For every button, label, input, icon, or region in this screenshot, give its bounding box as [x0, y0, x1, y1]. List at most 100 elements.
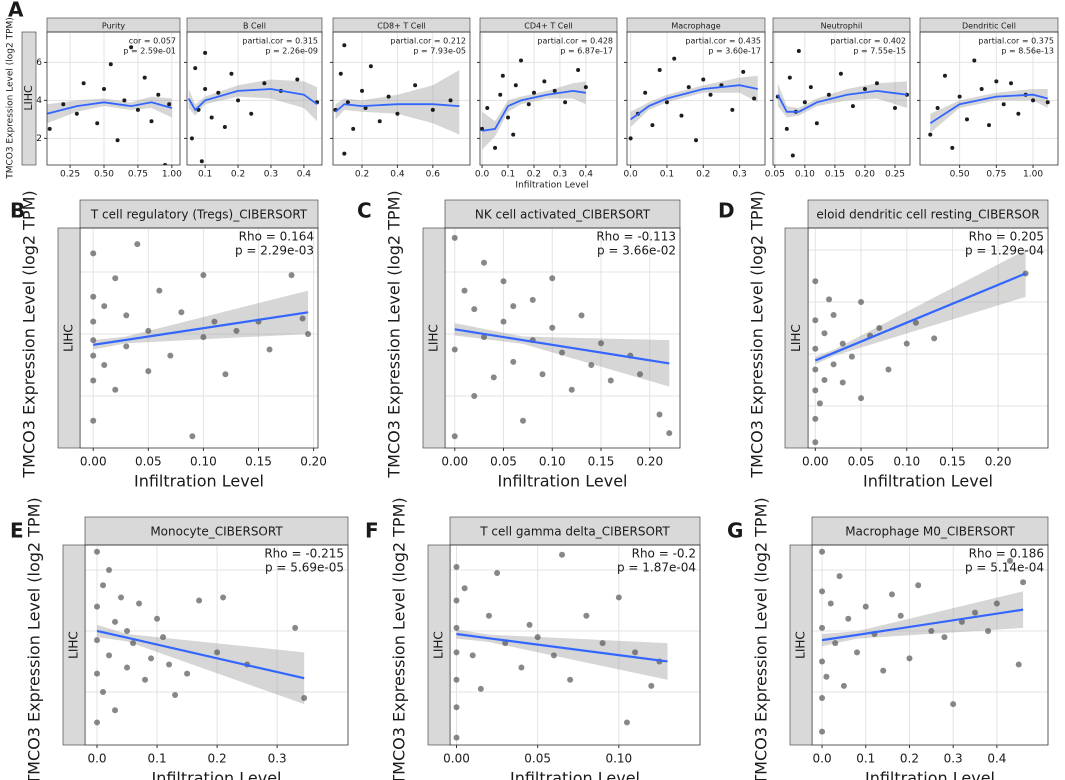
data-point — [730, 107, 735, 112]
data-point — [90, 250, 97, 257]
data-point — [249, 111, 254, 116]
data-point — [222, 371, 229, 378]
fit-line — [187, 88, 318, 112]
row-strip — [784, 227, 809, 449]
confidence-band — [630, 75, 758, 127]
data-point — [816, 400, 823, 407]
data-point — [94, 603, 101, 610]
plot-border — [772, 31, 911, 166]
fit-line — [96, 629, 305, 680]
stat-annotation: Rho = -0.113 — [596, 230, 676, 244]
data-point — [812, 345, 819, 352]
stat-annotation: Rho = 0.164 — [239, 230, 314, 244]
data-point — [123, 312, 130, 319]
data-point — [850, 104, 855, 109]
x-tick-label: 0.05 — [848, 455, 875, 469]
x-tick-label: 0.2 — [355, 170, 369, 180]
data-point — [1045, 100, 1050, 105]
stat-annotation: p = 7.93e-05 — [413, 47, 466, 56]
data-point — [477, 685, 484, 692]
data-point — [874, 81, 879, 86]
data-point — [840, 682, 847, 689]
row-strip — [62, 544, 86, 746]
data-point — [563, 100, 568, 105]
row-strip — [422, 227, 446, 449]
confidence-band — [93, 290, 309, 350]
data-point — [106, 567, 113, 573]
data-point — [305, 330, 312, 337]
x-axis-label: Infiltration Level — [497, 472, 627, 491]
data-point — [360, 88, 365, 93]
x-tick-label: 0.3 — [732, 170, 746, 180]
data-point — [830, 312, 837, 319]
data-point — [288, 272, 295, 279]
stat-annotation: partial.cor = 0.435 — [685, 37, 761, 46]
data-point — [741, 69, 746, 74]
data-point — [469, 652, 476, 659]
data-point — [413, 83, 418, 88]
data-point — [220, 594, 227, 601]
data-point — [377, 119, 382, 124]
stat-annotation: partial.cor = 0.402 — [830, 37, 906, 46]
data-point — [599, 640, 606, 647]
plot-background — [85, 545, 348, 745]
plot-background — [450, 545, 700, 745]
data-point — [342, 151, 347, 156]
data-point — [1016, 111, 1021, 116]
y-axis-label: TMCO3 Expression Level (log2 TPM) — [390, 497, 409, 780]
x-tick-label: 0.3 — [553, 170, 567, 180]
data-point — [214, 649, 221, 656]
stat-annotation: p = 2.29e-03 — [235, 244, 314, 258]
data-point — [888, 591, 895, 598]
data-point — [163, 163, 168, 165]
data-point — [845, 615, 852, 622]
panel-letter: F — [365, 519, 379, 543]
x-tick-label: 0.2 — [208, 752, 227, 766]
data-point — [666, 430, 673, 437]
plot-border — [332, 31, 471, 166]
fit-line — [481, 89, 586, 132]
data-point — [552, 88, 557, 93]
row-strip — [57, 227, 81, 449]
panel-letter: A — [8, 0, 24, 22]
fit-line — [821, 608, 1024, 642]
data-point — [812, 439, 819, 446]
stat-annotation: cor = 0.057 — [129, 37, 176, 46]
data-point — [686, 85, 691, 90]
data-point — [395, 111, 400, 116]
x-tick-label: 0.2 — [900, 752, 919, 766]
data-point — [94, 548, 101, 555]
plot-border — [919, 31, 1059, 166]
data-point — [229, 71, 234, 76]
plot-background — [812, 545, 1048, 745]
data-point — [885, 366, 892, 373]
data-point — [112, 386, 119, 393]
stat-annotation: p = 2.59e-01 — [123, 47, 176, 56]
data-point — [821, 330, 828, 337]
data-point — [461, 585, 468, 592]
y-axis-label: TMCO3 Expression Level (log2 TPM) — [25, 497, 44, 780]
confidence-band — [97, 624, 305, 705]
fit-line — [456, 632, 668, 663]
strip-title: CD8+ T Cell — [377, 22, 425, 31]
data-point — [942, 73, 947, 78]
data-point — [819, 588, 826, 595]
data-point — [451, 234, 458, 241]
data-point — [518, 58, 523, 63]
x-axis-label: Infiltration Level — [865, 769, 995, 780]
data-point — [498, 92, 503, 97]
data-point — [145, 327, 152, 334]
x-tick-label: 0.2 — [527, 170, 541, 180]
data-point — [236, 98, 241, 103]
stat-annotation: p = 7.55e-15 — [853, 47, 906, 56]
fit-line — [93, 311, 309, 346]
data-point — [61, 102, 66, 107]
stat-annotation: p = 5.69e-05 — [265, 561, 344, 575]
data-point — [1006, 557, 1013, 564]
x-tick-label: 0.25 — [60, 170, 80, 180]
x-tick-label: 0.00 — [802, 455, 829, 469]
x-tick-label: 0.00 — [443, 752, 470, 766]
data-point — [588, 361, 595, 368]
data-point — [839, 340, 846, 347]
stat-annotation: p = 1.87e-04 — [617, 561, 696, 575]
